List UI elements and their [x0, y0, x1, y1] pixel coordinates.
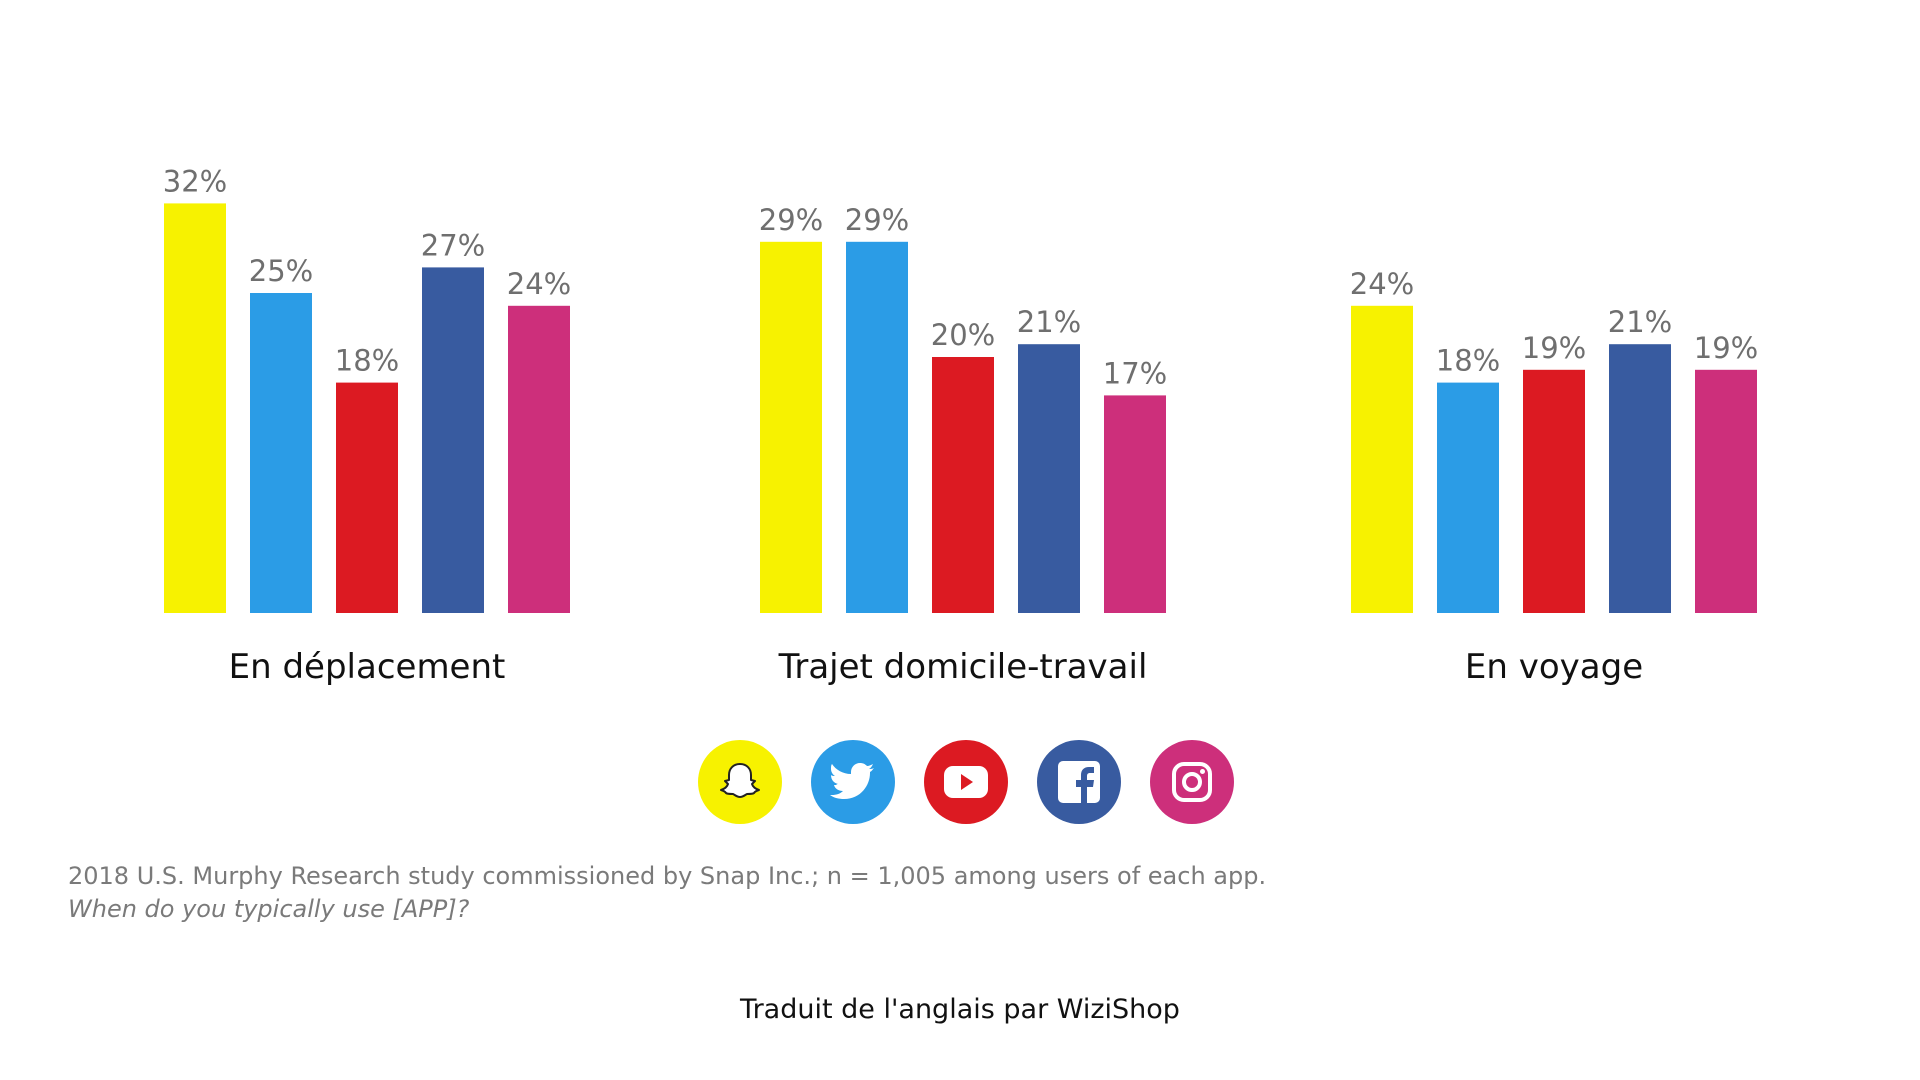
bar-youtube-trajet-domicile-travail — [932, 357, 994, 613]
survey-question: When do you typically use [APP]? — [68, 895, 470, 923]
value-label-snapchat-en-deplacement: 32% — [163, 164, 227, 198]
facebook-f-icon — [1037, 740, 1121, 824]
group-label-en-deplacement: En déplacement — [229, 647, 506, 687]
grouped-bar-chart: 32% 25% 18% 27% 24% En déplacement 29% 29% 20% 21… — [163, 164, 1758, 687]
app-legend — [698, 740, 1234, 824]
bar-youtube-en-deplacement — [336, 382, 398, 613]
value-label-youtube-trajet-domicile-travail: 20% — [931, 318, 995, 352]
bar-facebook-en-voyage — [1609, 344, 1671, 613]
value-label-instagram-trajet-domicile-travail: 17% — [1103, 356, 1167, 390]
bar-instagram-trajet-domicile-travail — [1104, 395, 1166, 613]
bar-instagram-en-deplacement — [508, 305, 570, 613]
snapchat-ghost-icon — [698, 740, 782, 824]
instagram-camera-icon — [1150, 740, 1234, 824]
value-label-youtube-en-deplacement: 18% — [335, 344, 399, 378]
bar-snapchat-en-deplacement — [164, 203, 226, 613]
value-label-facebook-trajet-domicile-travail: 21% — [1017, 305, 1081, 339]
group-label-en-voyage: En voyage — [1465, 647, 1643, 687]
value-label-instagram-en-voyage: 19% — [1694, 331, 1758, 365]
value-label-facebook-en-deplacement: 27% — [421, 228, 485, 262]
value-label-twitter-en-deplacement: 25% — [249, 254, 313, 288]
bar-instagram-en-voyage — [1695, 369, 1757, 613]
value-label-snapchat-en-voyage: 24% — [1350, 267, 1414, 301]
value-label-snapchat-trajet-domicile-travail: 29% — [759, 203, 823, 237]
source-footnote: 2018 U.S. Murphy Research study commissi… — [68, 860, 1266, 926]
twitter-bird-icon — [811, 740, 895, 824]
group-label-trajet-domicile-travail: Trajet domicile-travail — [778, 647, 1148, 687]
value-label-twitter-trajet-domicile-travail: 29% — [845, 203, 909, 237]
bar-facebook-en-deplacement — [422, 267, 484, 613]
bar-twitter-trajet-domicile-travail — [846, 241, 908, 614]
translation-credit: Traduit de l'anglais par WiziShop — [740, 994, 1180, 1025]
value-label-facebook-en-voyage: 21% — [1608, 305, 1672, 339]
bar-twitter-en-voyage — [1437, 382, 1499, 613]
value-label-youtube-en-voyage: 19% — [1522, 331, 1586, 365]
bar-twitter-en-deplacement — [250, 293, 312, 613]
youtube-play-icon — [924, 740, 1008, 824]
bar-snapchat-en-voyage — [1351, 305, 1413, 613]
value-label-twitter-en-voyage: 18% — [1436, 344, 1500, 378]
bar-facebook-trajet-domicile-travail — [1018, 344, 1080, 613]
value-label-instagram-en-deplacement: 24% — [507, 267, 571, 301]
source-text: 2018 U.S. Murphy Research study commissi… — [68, 862, 1267, 890]
bar-youtube-en-voyage — [1523, 369, 1585, 613]
bar-snapchat-trajet-domicile-travail — [760, 241, 822, 614]
